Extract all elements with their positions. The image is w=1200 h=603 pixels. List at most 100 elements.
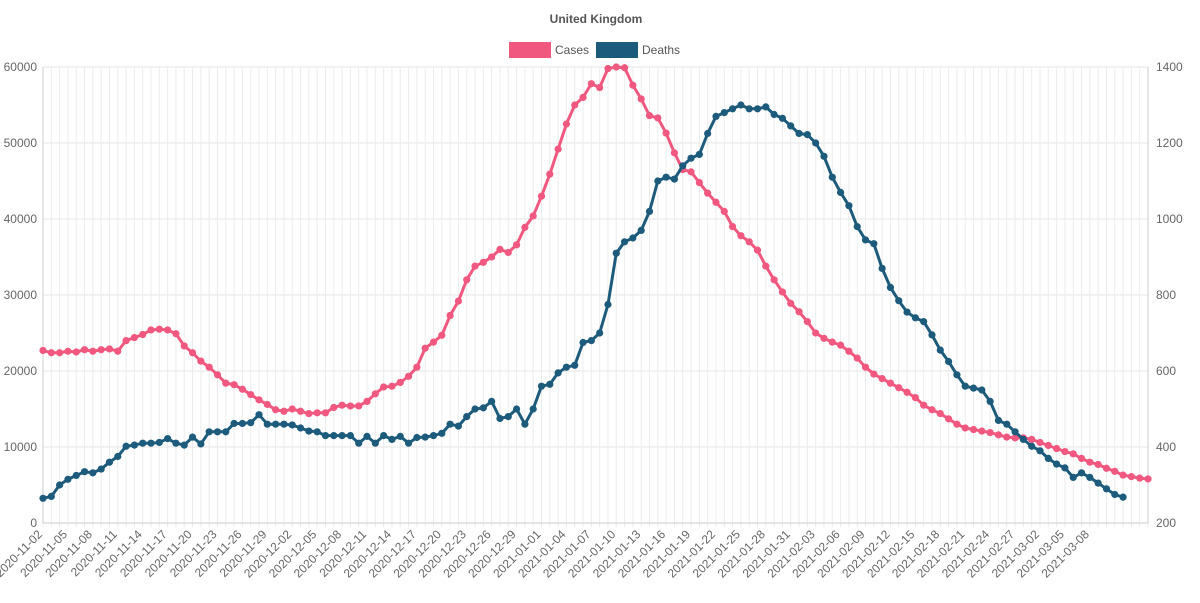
data-point-deaths[interactable] [39,494,47,502]
data-point-deaths[interactable] [546,380,554,388]
data-point-deaths[interactable] [139,439,147,447]
data-point-cases[interactable] [222,379,230,387]
data-point-deaths[interactable] [911,314,919,322]
data-point-cases[interactable] [97,346,105,354]
data-point-deaths[interactable] [795,129,803,138]
data-point-cases[interactable] [330,403,338,412]
data-point-cases[interactable] [853,354,861,362]
data-point-deaths[interactable] [803,131,811,139]
data-point-deaths[interactable] [479,404,487,412]
data-point-deaths[interactable] [737,101,745,109]
data-point-cases[interactable] [1111,467,1119,475]
data-point-deaths[interactable] [762,103,770,111]
data-point-cases[interactable] [936,409,944,418]
data-point-deaths[interactable] [172,439,180,447]
data-point-deaths[interactable] [463,413,471,421]
data-point-deaths[interactable] [1053,460,1061,468]
data-point-cases[interactable] [89,347,97,355]
data-point-cases[interactable] [288,405,296,413]
data-point-deaths[interactable] [429,432,438,440]
data-point-deaths[interactable] [945,357,953,366]
data-point-cases[interactable] [820,334,828,342]
data-point-deaths[interactable] [114,452,122,461]
data-point-deaths[interactable] [1119,493,1127,501]
data-point-cases[interactable] [845,347,853,355]
data-point-cases[interactable] [870,370,878,378]
data-point-cases[interactable] [1094,460,1102,469]
data-point-deaths[interactable] [886,283,895,291]
data-point-cases[interactable] [147,326,155,334]
data-point-deaths[interactable] [878,264,886,272]
data-point-deaths[interactable] [994,416,1003,424]
data-point-deaths[interactable] [413,433,421,442]
data-point-cases[interactable] [404,372,413,380]
data-point-cases[interactable] [396,378,404,386]
data-point-cases[interactable] [861,363,870,371]
data-point-deaths[interactable] [404,439,413,447]
data-point-deaths[interactable] [247,419,255,427]
data-point-deaths[interactable] [147,439,155,447]
data-point-cases[interactable] [903,388,911,396]
data-point-cases[interactable] [604,64,612,73]
data-point-cases[interactable] [446,311,454,320]
data-point-deaths[interactable] [870,240,878,248]
data-point-cases[interactable] [164,326,172,334]
data-point-cases[interactable] [380,383,388,391]
data-point-deaths[interactable] [770,110,778,119]
data-point-deaths[interactable] [305,427,313,435]
data-point-deaths[interactable] [1086,473,1094,481]
data-point-cases[interactable] [770,276,778,284]
data-point-deaths[interactable] [1077,469,1086,477]
legend-item-cases[interactable]: Cases [509,42,589,58]
data-point-cases[interactable] [139,330,147,339]
data-point-cases[interactable] [388,382,396,390]
legend-item-deaths[interactable]: Deaths [596,42,680,58]
data-point-cases[interactable] [230,381,238,389]
data-point-cases[interactable] [72,348,80,356]
data-point-deaths[interactable] [596,329,604,337]
data-point-cases[interactable] [712,198,720,206]
data-point-cases[interactable] [355,402,363,410]
data-point-cases[interactable] [612,63,620,71]
data-point-cases[interactable] [945,415,953,423]
data-point-deaths[interactable] [496,414,504,423]
data-point-deaths[interactable] [122,442,130,450]
data-point-cases[interactable] [720,207,728,215]
data-point-deaths[interactable] [953,371,961,379]
data-point-cases[interactable] [687,168,695,176]
data-point-cases[interactable] [637,95,645,103]
data-point-deaths[interactable] [1061,464,1069,472]
data-point-cases[interactable] [479,258,487,266]
data-point-cases[interactable] [105,345,114,353]
data-point-cases[interactable] [413,363,421,371]
data-point-deaths[interactable] [587,337,595,345]
data-point-cases[interactable] [654,114,662,122]
data-point-cases[interactable] [238,385,246,393]
data-point-cases[interactable] [1119,471,1127,479]
data-point-deaths[interactable] [753,105,762,113]
data-point-cases[interactable] [371,390,379,398]
data-point-cases[interactable] [346,402,355,410]
data-point-deaths[interactable] [396,432,404,440]
data-point-deaths[interactable] [928,331,936,339]
data-point-deaths[interactable] [105,458,114,466]
data-point-cases[interactable] [828,338,836,346]
data-point-deaths[interactable] [662,173,670,181]
data-point-cases[interactable] [836,341,845,349]
data-point-cases[interactable] [753,246,762,254]
data-point-deaths[interactable] [1003,420,1011,428]
data-point-cases[interactable] [114,347,122,355]
data-point-deaths[interactable] [654,177,662,185]
data-point-cases[interactable] [247,390,255,399]
data-point-deaths[interactable] [787,122,795,130]
data-point-deaths[interactable] [778,114,787,122]
data-point-cases[interactable] [56,349,64,357]
data-point-deaths[interactable] [255,411,263,419]
data-point-deaths[interactable] [845,202,853,210]
data-point-deaths[interactable] [820,152,828,160]
data-point-deaths[interactable] [421,433,429,441]
data-point-deaths[interactable] [986,397,994,405]
data-point-deaths[interactable] [338,432,346,440]
data-point-cases[interactable] [296,407,305,415]
data-point-cases[interactable] [571,101,579,109]
